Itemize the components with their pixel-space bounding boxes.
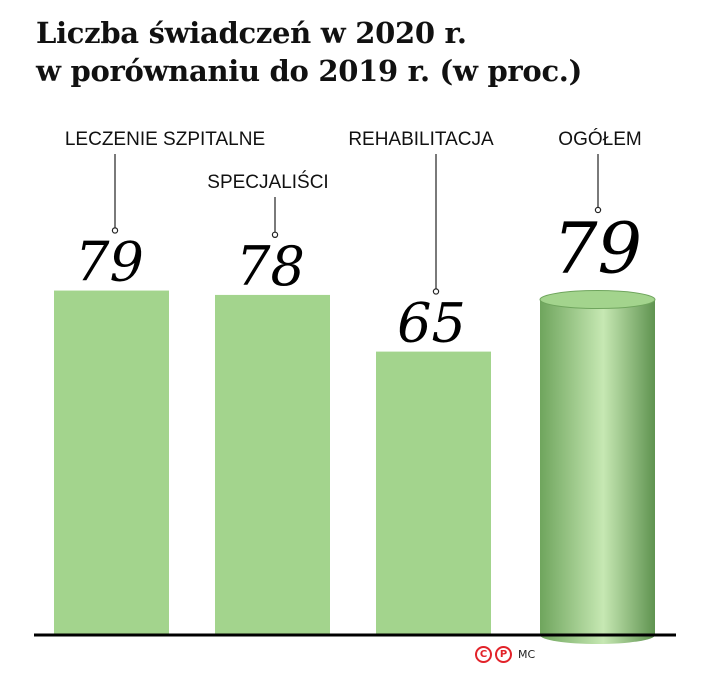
chart-title-line-1: Liczba świadczeń w 2020 r. <box>36 16 467 50</box>
leader-dot-specjalisci <box>271 231 279 238</box>
category-label-rehabilitacja: REHABILITACJA <box>348 129 494 150</box>
bar-ogolem-top <box>539 290 656 310</box>
phonogram-p-icon: P <box>495 645 512 663</box>
leader-dot-leczenie-szpitalne <box>111 227 119 234</box>
leader-dot-ogolem <box>594 206 602 214</box>
category-label-leczenie-szpitalne: LECZENIE SZPITALNE <box>65 129 265 150</box>
value-label-leczenie-szpitalne: 79 <box>75 231 144 294</box>
bar-specjalisci <box>215 294 330 635</box>
category-label-specjalisci: SPECJALIŚCI <box>207 171 328 193</box>
leader-dot-rehabilitacja <box>432 288 440 295</box>
category-label-ogolem: OGÓŁEM <box>558 128 641 150</box>
copyright-icon: C <box>475 645 492 663</box>
credit-text: MC <box>518 647 536 661</box>
value-label-rehabilitacja: 65 <box>397 292 466 355</box>
bar-leczenie-szpitalne <box>54 290 169 635</box>
chart-title: Liczba świadczeń w 2020 r. w porównaniu … <box>36 14 582 90</box>
chart-bars <box>54 290 656 644</box>
credit: C P MC <box>475 644 535 664</box>
chart-labels: 79 LECZENIE SZPITALNE 78 SPECJALIŚCI 65 REHAB… <box>65 128 642 355</box>
value-label-specjalisci: 78 <box>236 235 305 298</box>
bar-rehabilitacja <box>376 351 491 635</box>
value-label-ogolem: 79 <box>553 208 642 290</box>
bar-ogolem <box>540 299 655 635</box>
chart-title-line-2: w porównaniu do 2019 r. (w proc.) <box>36 54 583 88</box>
